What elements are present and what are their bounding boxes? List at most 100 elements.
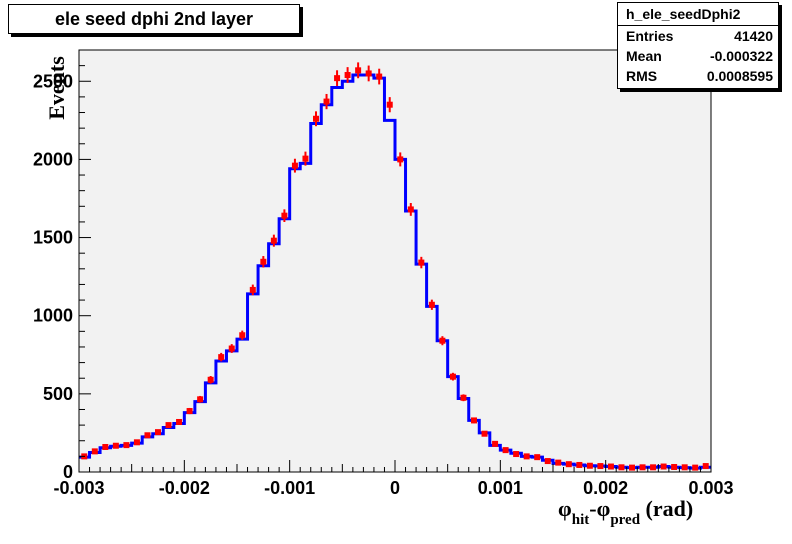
point-marker <box>197 396 204 403</box>
data-point <box>133 439 140 446</box>
stats-row-entries: Entries 41420 <box>618 26 778 46</box>
y-tick-label: 500 <box>43 384 73 404</box>
point-marker <box>397 156 404 163</box>
point-marker <box>291 162 298 169</box>
x-axis-title-phi2: φ <box>597 496 611 521</box>
point-marker <box>249 286 256 293</box>
data-point <box>186 407 193 415</box>
point-marker <box>586 462 593 469</box>
point-marker <box>481 430 488 437</box>
data-point <box>291 158 298 173</box>
point-marker <box>165 422 172 429</box>
data-point <box>449 372 456 381</box>
point-marker <box>607 463 614 470</box>
x-tick-label: 0.002 <box>583 478 628 498</box>
point-marker <box>102 443 109 450</box>
data-point <box>513 451 520 458</box>
data-point <box>376 68 383 85</box>
data-point <box>239 330 246 340</box>
stats-box: h_ele_seedDphi2 Entries 41420 Mean -0.00… <box>617 2 779 89</box>
data-point <box>102 443 109 450</box>
stats-value: 41420 <box>734 28 773 44</box>
y-tick-label: 2000 <box>33 149 73 169</box>
y-tick-label: 1500 <box>33 228 73 248</box>
point-marker <box>702 463 709 470</box>
point-marker <box>502 447 509 454</box>
data-point <box>481 430 488 437</box>
data-point <box>460 394 467 402</box>
x-axis-title: φhit-φpred (rad) <box>558 496 693 528</box>
data-point <box>671 463 678 470</box>
data-point <box>639 464 646 471</box>
point-marker <box>302 155 309 162</box>
data-point <box>344 67 351 83</box>
data-point <box>492 440 499 447</box>
data-point <box>618 464 625 471</box>
point-marker <box>565 461 572 468</box>
chart-title: ele seed dphi 2nd layer <box>8 4 300 34</box>
data-point <box>576 461 583 468</box>
data-point <box>218 352 225 362</box>
data-point <box>397 152 404 167</box>
data-point <box>650 464 657 471</box>
point-marker <box>376 73 383 80</box>
point-marker <box>639 464 646 471</box>
point-marker <box>449 373 456 380</box>
stats-label: Entries <box>626 28 674 44</box>
data-point <box>597 463 604 470</box>
data-point <box>112 442 119 449</box>
data-point <box>386 97 393 113</box>
point-marker <box>323 98 330 105</box>
data-point <box>155 429 161 436</box>
y-tick-label: 0 <box>63 462 73 482</box>
data-point <box>165 422 172 429</box>
x-tick-label: 0.001 <box>478 478 523 498</box>
x-tick-label: -0.001 <box>264 478 315 498</box>
stats-value: 0.0008595 <box>706 68 773 84</box>
x-tick-label: 0 <box>390 478 400 498</box>
data-point <box>365 65 372 82</box>
point-marker <box>281 212 288 219</box>
data-point <box>302 151 309 166</box>
point-marker <box>144 432 151 439</box>
point-marker <box>260 258 267 265</box>
data-point <box>471 417 477 424</box>
y-tick-label: 2500 <box>33 71 73 91</box>
point-marker <box>471 417 477 424</box>
point-marker <box>523 453 530 460</box>
data-point <box>544 458 551 465</box>
point-marker <box>228 345 235 352</box>
data-point <box>323 93 330 110</box>
stats-row-mean: Mean -0.000322 <box>618 46 778 66</box>
axes: -0.003 -0.002 -0.001 0 0.001 0.002 0.003 0 500 10… <box>33 49 734 498</box>
plot-area <box>78 49 712 473</box>
point-marker <box>355 67 362 74</box>
data-point <box>692 464 699 471</box>
point-marker <box>407 206 414 213</box>
x-tick-label: -0.002 <box>159 478 210 498</box>
x-axis-title-sub2: pred <box>610 512 640 528</box>
point-marker <box>344 72 351 79</box>
point-marker <box>460 394 467 401</box>
point-marker <box>186 408 193 415</box>
data-point <box>197 395 204 403</box>
point-marker <box>439 337 446 344</box>
data-point <box>565 461 572 468</box>
point-marker <box>334 75 341 82</box>
data-points-series <box>81 62 709 471</box>
data-point <box>249 284 256 296</box>
x-tick-label: 0.003 <box>688 478 733 498</box>
data-point <box>260 256 267 268</box>
x-axis-title-unit: (rad) <box>640 496 693 521</box>
point-marker <box>428 301 435 308</box>
data-point <box>586 462 593 469</box>
point-marker <box>492 440 499 447</box>
x-axis-title-sub1: hit <box>572 512 590 528</box>
data-point <box>555 459 562 466</box>
data-point <box>418 256 425 269</box>
point-marker <box>681 464 688 471</box>
data-point <box>176 418 183 425</box>
point-marker <box>207 376 214 383</box>
stats-label: RMS <box>626 68 658 84</box>
